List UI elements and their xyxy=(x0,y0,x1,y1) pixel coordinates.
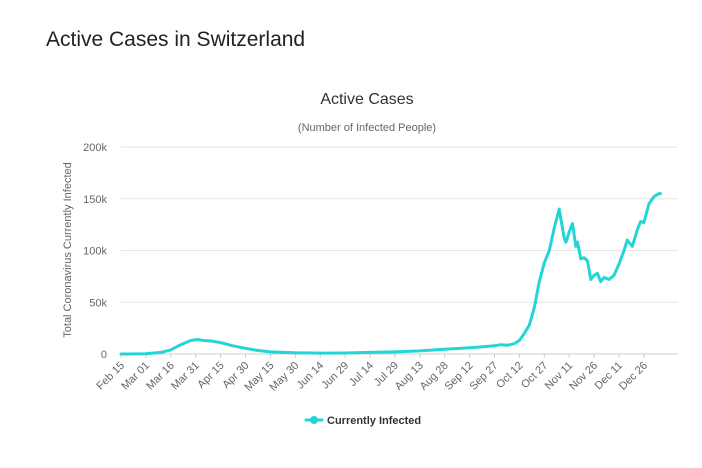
x-tick-label: Jul 14 xyxy=(347,360,376,389)
y-tick-label: 50k xyxy=(89,297,107,309)
x-tick-label: Oct 12 xyxy=(494,360,525,391)
y-tick-label: 100k xyxy=(83,246,107,258)
gridlines xyxy=(121,146,678,355)
page-title: Active Cases in Switzerland xyxy=(46,28,306,51)
x-tick-label: Dec 26 xyxy=(617,360,650,393)
chart-subtitle: (Number of Infected People) xyxy=(298,122,436,134)
y-axis-label: Total Coronavirus Currently Infected xyxy=(62,162,74,337)
x-tick-label: Mar 31 xyxy=(169,360,202,393)
legend-label: Currently Infected xyxy=(327,415,421,427)
x-tick-label: Apr 15 xyxy=(195,360,226,391)
y-tick-label: 0 xyxy=(101,349,107,361)
series-line xyxy=(119,192,662,356)
y-axis-ticks: 0 50k 100k 150k 200k xyxy=(83,142,107,361)
legend[interactable]: Currently Infected xyxy=(304,415,421,427)
x-tick-label: Jun 14 xyxy=(294,360,326,392)
x-tick-label: Sep 27 xyxy=(467,360,500,393)
legend-dot-marker xyxy=(310,416,318,424)
y-tick-label: 150k xyxy=(83,194,107,206)
legend-item[interactable]: Currently Infected xyxy=(304,415,421,427)
series-layer xyxy=(119,192,662,356)
chart-title: Active Cases xyxy=(320,91,413,108)
x-tick-label: Jun 29 xyxy=(319,360,351,392)
x-tick-label: Nov 26 xyxy=(567,360,600,393)
y-tick-label: 200k xyxy=(83,142,107,154)
